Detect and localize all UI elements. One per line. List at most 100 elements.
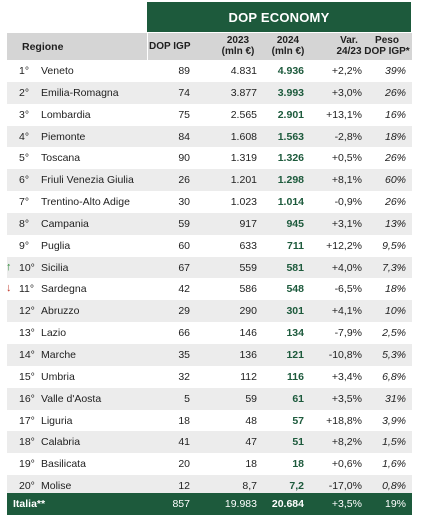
table-row: 14° Marche 35 136 121 -10,8% 5,3% xyxy=(7,343,412,366)
variation: +0,5% xyxy=(331,152,362,165)
col-header-2023-unit: (mln €) xyxy=(221,46,255,57)
dop-igp-weight: 26% xyxy=(384,152,406,165)
region-rank: 15° xyxy=(19,370,35,383)
table-row: 3° Lombardia 75 2.565 2.901 +13,1% 16% xyxy=(7,104,412,126)
region-name: Liguria xyxy=(41,414,73,427)
variation: -10,8% xyxy=(328,348,362,361)
region-rank: 18° xyxy=(19,436,35,449)
table-row: 9° Puglia 60 633 711 +12,2% 9,5% xyxy=(7,235,412,257)
col-header-2024: 2024 (mln €) xyxy=(263,35,313,57)
dop-igp-count: 41 xyxy=(178,436,190,449)
value-2023: 1.201 xyxy=(230,174,257,187)
table-row: 8° Campania 59 917 945 +3,1% 13% xyxy=(7,212,412,235)
col-header-var-line1: Var. xyxy=(340,35,358,46)
col-header-2023-year: 2023 xyxy=(226,35,250,46)
value-2024: 57 xyxy=(292,414,304,427)
value-2024: 301 xyxy=(286,305,304,318)
region-name: Valle d'Aosta xyxy=(41,392,102,405)
table-row: 19° Basilicata 20 18 18 +0,6% 1,6% xyxy=(7,453,412,475)
table-row: ↓ 11° Sardegna 42 586 548 -6,5% 18% xyxy=(6,278,412,300)
total-row: Italia** 857 19.983 20.684 +3,5% 19% xyxy=(7,493,412,515)
col-header-dop-igp: DOP IGP xyxy=(149,41,191,52)
column-header-row: Regione DOP IGP 2023 (mln €) 2024 (mln €… xyxy=(7,33,412,60)
dop-igp-count: 60 xyxy=(178,239,190,252)
value-2023: 2.565 xyxy=(230,108,257,121)
region-name: Sicilia xyxy=(41,261,69,274)
variation: +0,6% xyxy=(331,458,362,471)
region-rank: 4° xyxy=(19,130,30,143)
dop-igp-weight: 18% xyxy=(384,130,406,143)
table-row: 2° Emilia-Romagna 74 3.877 3.993 +3,0% 26% xyxy=(7,81,412,104)
col-header-2024-year: 2024 xyxy=(276,35,300,46)
dop-igp-weight: 10% xyxy=(384,305,406,318)
value-2024: 711 xyxy=(287,239,304,252)
dop-igp-weight: 7,3% xyxy=(382,261,406,274)
dop-igp-weight: 13% xyxy=(384,217,406,230)
dop-igp-count: 84 xyxy=(178,130,190,143)
dop-igp-count: 89 xyxy=(178,65,190,77)
dop-igp-weight: 16% xyxy=(384,108,406,121)
value-2024: 116 xyxy=(287,370,304,383)
value-2024: 61 xyxy=(292,392,304,405)
variation: +3,4% xyxy=(331,370,362,383)
region-name: Molise xyxy=(41,480,72,493)
value-2024: 1.298 xyxy=(277,174,304,187)
table-row: 12° Abruzzo 29 290 301 +4,1% 10% xyxy=(7,300,412,323)
dop-igp-count: 29 xyxy=(178,305,190,318)
region-name: Toscana xyxy=(41,152,81,165)
dop-igp-weight: 26% xyxy=(384,196,406,209)
table-row: 20° Molise 12 8,7 7,2 -17,0% 0,8% xyxy=(7,475,412,497)
table-title: DOP ECONOMY xyxy=(147,2,411,32)
variation: +3,5% xyxy=(331,392,362,405)
value-2023: 146 xyxy=(239,327,257,340)
value-2024: 581 xyxy=(286,261,304,274)
variation: -0,9% xyxy=(334,196,362,209)
dop-igp-weight: 6,8% xyxy=(382,370,406,383)
variation: +2,2% xyxy=(331,65,362,77)
variation: -6,5% xyxy=(334,283,362,296)
region-rank: 6° xyxy=(19,174,30,187)
region-rank: 14° xyxy=(19,348,35,361)
col-header-var-line2: 24/23 xyxy=(336,46,362,57)
value-2024: 1.014 xyxy=(277,196,304,209)
dop-igp-count: 26 xyxy=(178,174,190,187)
col-header-peso-line1: Peso xyxy=(375,35,399,46)
arrow-up-icon: ↑ xyxy=(6,260,12,273)
region-name: Emilia-Romagna xyxy=(41,86,119,99)
variation: +4,1% xyxy=(331,305,362,318)
col-header-peso-line2: DOP IGP* xyxy=(364,46,410,57)
col-header-var: Var. 24/23 xyxy=(329,35,369,57)
region-name: Umbria xyxy=(41,370,75,383)
dop-igp-weight: 1,5% xyxy=(382,436,406,449)
col-header-2023: 2023 (mln €) xyxy=(213,35,263,57)
value-2024: 51 xyxy=(292,436,304,449)
region-name: Sardegna xyxy=(41,283,87,296)
region-rank: 9° xyxy=(19,239,30,252)
table-row: 13° Lazio 66 146 134 -7,9% 2,5% xyxy=(7,322,412,344)
dop-igp-count: 74 xyxy=(178,86,190,99)
value-2023: 136 xyxy=(239,348,257,361)
total-2023: 19.983 xyxy=(224,498,257,510)
region-name: Lombardia xyxy=(41,108,91,121)
table-row: 18° Calabria 41 47 51 +8,2% 1,5% xyxy=(7,431,412,454)
region-rank: 2° xyxy=(19,86,30,99)
region-name: Lazio xyxy=(41,327,67,340)
table-title-band: DOP ECONOMY xyxy=(0,0,422,33)
dop-igp-count: 59 xyxy=(178,217,190,230)
dop-igp-count: 32 xyxy=(178,370,190,383)
region-name: Veneto xyxy=(41,65,74,77)
variation: +13,1% xyxy=(326,108,362,121)
value-2024: 945 xyxy=(286,217,304,230)
dop-igp-count: 75 xyxy=(178,108,190,121)
total-var: +3,5% xyxy=(331,498,362,510)
region-rank: 19° xyxy=(19,458,35,471)
table-row: 4° Piemonte 84 1.608 1.563 -2,8% 18% xyxy=(7,125,412,148)
value-2024: 121 xyxy=(286,348,304,361)
region-rank: 20° xyxy=(19,480,35,493)
dop-igp-weight: 9,5% xyxy=(382,239,406,252)
col-header-region: Regione xyxy=(22,41,64,53)
region-rank: 8° xyxy=(19,217,30,230)
value-2023: 48 xyxy=(245,414,257,427)
variation: +3,1% xyxy=(331,217,362,230)
region-rank: 11° xyxy=(19,283,35,296)
